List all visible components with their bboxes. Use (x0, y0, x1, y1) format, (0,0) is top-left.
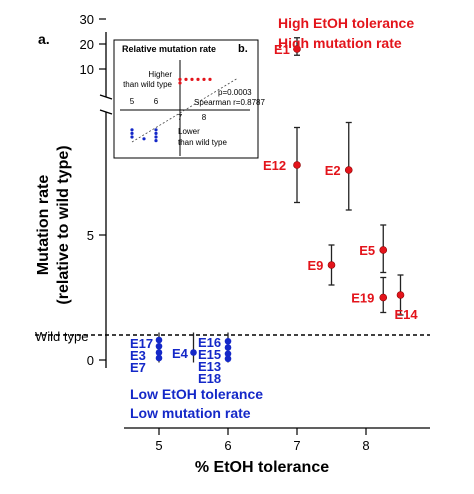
inset-title: Relative mutation rate (122, 44, 216, 54)
point-E14 (396, 291, 405, 299)
y-tick-label-20: 20 (80, 37, 94, 52)
low-point-1 (155, 342, 163, 350)
point-E9 (327, 261, 336, 269)
inset-x-tick-label-7: 7 (178, 113, 183, 122)
inset-label-higher-2: than wild type (123, 80, 172, 89)
label-E17: E17 (130, 336, 153, 351)
inset-stat-p: p=0.0003 (218, 88, 252, 97)
inset-blue-point-3 (142, 137, 146, 141)
inset-red-point-0 (178, 77, 182, 81)
label-E4: E4 (172, 346, 189, 361)
inset-label-lower-1: Lower (178, 127, 200, 136)
label-E18: E18 (198, 371, 221, 386)
point-label-E19: E19 (351, 291, 374, 306)
inset-blue-point-2 (130, 135, 134, 139)
inset-red-point-1 (178, 81, 182, 85)
inset-plot-layer: 5 6 7 8 (120, 60, 250, 156)
x-tick-label-6: 6 (224, 438, 231, 453)
annotation-high-1: High EtOH tolerance (278, 15, 414, 31)
inset-red-point-3 (190, 77, 194, 81)
point-label-E14: E14 (395, 307, 419, 322)
inset-x-tick-label-6: 6 (154, 97, 159, 106)
point-label-E2: E2 (325, 163, 341, 178)
low-point-4 (190, 349, 197, 356)
x-tick-label-8: 8 (362, 438, 369, 453)
point-label-E5: E5 (359, 243, 375, 258)
wildtype-label: Wild type (35, 329, 88, 344)
point-E19 (379, 293, 388, 302)
inset-red-point-5 (202, 77, 206, 81)
inset-blue-point-6 (154, 135, 158, 139)
point-label-E1: E1 (274, 42, 290, 57)
panel-label-b: b. (238, 43, 248, 55)
inset-blue-point-5 (154, 131, 158, 135)
annotation-high-2: High mutation rate (278, 35, 402, 51)
y-axis-label-line1: Mutation rate (35, 175, 52, 276)
x-axis-label: % EtOH tolerance (195, 459, 329, 476)
low-point-2 (155, 349, 163, 356)
point-label-E12: E12 (263, 158, 286, 173)
inset-label-lower-2: than wild type (178, 138, 227, 147)
x-tick-label-7: 7 (293, 438, 300, 453)
inset-blue-point-7 (154, 139, 158, 143)
inset-frame (113, 39, 259, 159)
label-E16: E16 (198, 335, 221, 350)
y-tick-label-5: 5 (87, 228, 94, 243)
low-point-8 (224, 355, 232, 363)
label-E13: E13 (198, 359, 221, 374)
inset-red-point-2 (184, 77, 188, 81)
low-point-7 (224, 350, 232, 358)
point-E12 (293, 161, 301, 169)
annotation-low-2: Low mutation rate (130, 405, 251, 421)
inset-label-higher-1: Higher (148, 70, 172, 79)
inset-x-tick-label-5: 5 (130, 97, 135, 106)
point-E2 (344, 166, 353, 174)
low-point-0 (155, 336, 163, 344)
inset-stat-r: Spearman r=0.8787 (194, 98, 265, 107)
y-axis-label-line2: (relative to wild type) (55, 145, 72, 304)
label-E3: E3 (130, 348, 146, 363)
point-E5 (379, 246, 388, 254)
low-point-3 (155, 354, 163, 362)
inset-blue-point-0 (130, 128, 134, 132)
low-point-5 (224, 337, 232, 345)
panel-label-a: a. (38, 31, 50, 47)
inset-regression-line (131, 77, 239, 143)
point-label-E9: E9 (308, 258, 324, 273)
inset-blue-point-1 (130, 131, 134, 135)
y-tick-label-30: 30 (80, 12, 94, 27)
main-plot-layer: 5 6 7 8 0 5 10 20 30 E1 E12 E2 E5 E9 E19 E14 (35, 12, 430, 453)
y-tick-label-0: 0 (87, 353, 94, 368)
point-E1 (293, 45, 301, 53)
annotation-low-1: Low EtOH tolerance (130, 386, 263, 402)
x-tick-label-5: 5 (155, 438, 162, 453)
inset-x-tick-label-8: 8 (202, 113, 207, 122)
label-E7: E7 (130, 360, 146, 375)
y-tick-label-10: 10 (80, 62, 94, 77)
inset-red-point-6 (208, 77, 212, 81)
label-E15: E15 (198, 347, 221, 362)
low-point-6 (224, 344, 232, 351)
inset-blue-point-4 (154, 128, 158, 132)
inset-red-point-4 (196, 77, 200, 81)
y-axis-break (99, 94, 113, 115)
